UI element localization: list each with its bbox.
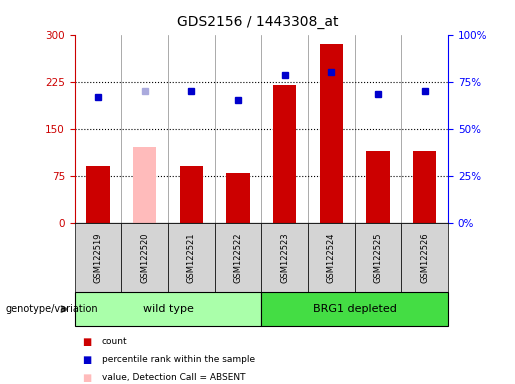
Text: ■: ■: [82, 355, 92, 365]
Text: count: count: [102, 337, 128, 346]
Bar: [133, 147, 157, 223]
Bar: [215, 223, 261, 292]
Text: GSM122522: GSM122522: [233, 232, 243, 283]
Bar: [366, 151, 390, 223]
Text: wild type: wild type: [143, 304, 194, 314]
Text: GSM122524: GSM122524: [327, 232, 336, 283]
Text: GSM122525: GSM122525: [373, 232, 383, 283]
Bar: [355, 223, 401, 292]
Bar: [87, 166, 110, 223]
Text: GSM122519: GSM122519: [94, 232, 102, 283]
Bar: [227, 172, 250, 223]
Bar: [75, 292, 261, 326]
Bar: [168, 223, 215, 292]
Text: ■: ■: [82, 337, 92, 347]
Text: ■: ■: [82, 373, 92, 383]
Text: GSM122521: GSM122521: [187, 232, 196, 283]
Text: GDS2156 / 1443308_at: GDS2156 / 1443308_at: [177, 15, 338, 29]
Bar: [401, 223, 448, 292]
Text: BRG1 depleted: BRG1 depleted: [313, 304, 397, 314]
Bar: [75, 223, 122, 292]
Bar: [308, 223, 355, 292]
Text: value, Detection Call = ABSENT: value, Detection Call = ABSENT: [102, 373, 246, 382]
Text: GSM122520: GSM122520: [140, 232, 149, 283]
Text: GSM122526: GSM122526: [420, 232, 429, 283]
Bar: [413, 151, 436, 223]
Bar: [180, 166, 203, 223]
Bar: [122, 223, 168, 292]
Bar: [320, 44, 343, 223]
Text: percentile rank within the sample: percentile rank within the sample: [102, 355, 255, 364]
Text: genotype/variation: genotype/variation: [5, 304, 98, 314]
Text: GSM122523: GSM122523: [280, 232, 289, 283]
Bar: [261, 223, 308, 292]
Bar: [273, 85, 296, 223]
Bar: [261, 292, 448, 326]
